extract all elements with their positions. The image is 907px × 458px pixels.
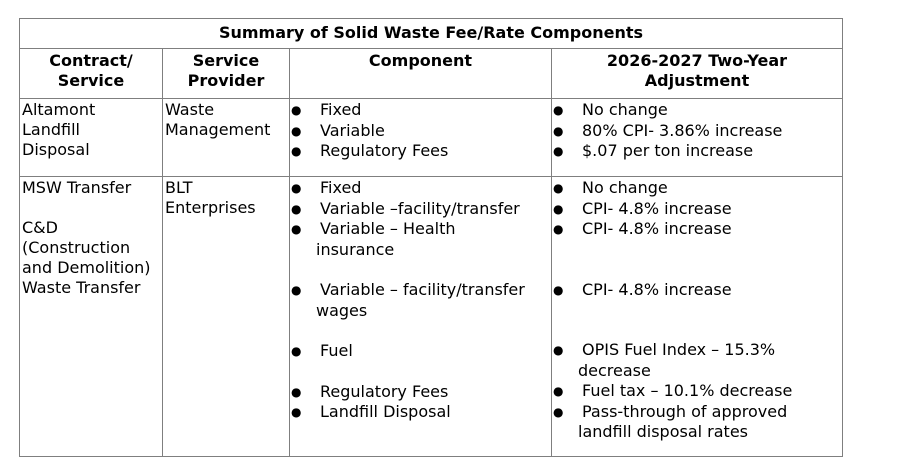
list-item: ● Variable – facility/transfer wages [291, 280, 525, 320]
contract-service-cell: Altamont Landfill Disposal [19, 98, 163, 177]
list-item: ● Pass-through of approved landfill dispos… [553, 401, 788, 442]
header-component: Component [289, 48, 552, 99]
bullet-icon: ● [291, 123, 302, 138]
service-provider-cell: Waste Management [162, 98, 290, 177]
bullet-icon: ● [291, 201, 302, 216]
component-cell: ● Fixed ● Variable ● Regulatory Fees [289, 98, 552, 177]
header-service-provider: Service Provider [162, 48, 290, 99]
bullet-icon: ● [291, 405, 302, 419]
list-item: ● No change [553, 100, 668, 119]
list-item: ● OPIS Fuel Index – 15.3% decrease [553, 340, 776, 380]
list-item: ● Fixed [291, 178, 362, 197]
list-item: ● Variable [291, 120, 385, 140]
bullet-icon: ● [553, 123, 564, 138]
document-page: Summary of Solid Waste Fee/Rate Componen… [19, 18, 843, 458]
header-adjustment: 2026-2027 Two-Year Adjustment [551, 48, 843, 99]
bullet-icon: ● [553, 222, 564, 236]
list-item: ● Fuel tax – 10.1% decrease [553, 381, 793, 400]
bullet-icon: ● [291, 144, 302, 158]
list-item: ● CPI- 4.8% increase [553, 279, 732, 299]
bullet-icon: ● [553, 181, 564, 195]
component-list: ● Fixed ● Variable –facility/transfer ● Var… [290, 177, 551, 423]
contract-service-cell: MSW Transfer C&D (Construction and Demol… [19, 176, 163, 457]
bullet-icon: ● [553, 343, 564, 357]
bullet-icon: ● [553, 404, 564, 419]
list-item: ● Fixed [291, 100, 362, 119]
component-list: ● Fixed ● Variable ● Regulatory Fees [290, 99, 551, 162]
bullet-icon: ● [553, 103, 564, 117]
adjustment-list: ● No change ● 80% CPI- 3.86% increase ● $.0… [552, 99, 842, 162]
fee-summary-table: Summary of Solid Waste Fee/Rate Componen… [19, 18, 843, 457]
table-row: Altamont Landfill Disposal Waste Managem… [19, 98, 843, 177]
bullet-icon: ● [553, 144, 564, 158]
adjustment-list: ● No change ● CPI- 4.8% increase ● CPI- 4.8… [552, 177, 842, 443]
bullet-icon: ● [553, 384, 564, 398]
bullet-icon: ● [291, 344, 302, 358]
list-item: ● $.07 per ton increase [553, 141, 754, 160]
bullet-icon: ● [553, 201, 564, 216]
list-item: ● Variable – Health insurance [291, 219, 456, 259]
service-provider-cell: BLT Enterprises [162, 176, 290, 457]
list-item: ● Regulatory Fees [291, 141, 449, 160]
header-row: Contract/ Service Service Provider Compo… [19, 48, 843, 99]
title-row: Summary of Solid Waste Fee/Rate Componen… [19, 18, 843, 49]
bullet-icon: ● [291, 181, 302, 195]
bullet-icon: ● [291, 103, 302, 117]
list-item: ● CPI- 4.8% increase [553, 198, 732, 218]
table-title: Summary of Solid Waste Fee/Rate Componen… [19, 18, 843, 49]
bullet-icon: ● [291, 222, 302, 236]
list-item: ● Variable –facility/transfer [291, 198, 520, 218]
header-contract-service: Contract/ Service [19, 48, 163, 99]
bullet-icon: ● [291, 283, 302, 297]
list-item: ● Regulatory Fees [291, 381, 449, 401]
list-item: ● CPI- 4.8% increase [553, 219, 732, 238]
adjustment-cell: ● No change ● 80% CPI- 3.86% increase ● $.0… [551, 98, 843, 177]
bullet-icon: ● [291, 384, 302, 399]
adjustment-cell: ● No change ● CPI- 4.8% increase ● CPI- 4.8… [551, 176, 843, 457]
list-item: ● Fuel [291, 341, 353, 360]
list-item: ● 80% CPI- 3.86% increase [553, 120, 783, 140]
bullet-icon: ● [553, 282, 564, 297]
list-item: ● No change [553, 178, 668, 197]
table-row: MSW Transfer C&D (Construction and Demol… [19, 176, 843, 457]
component-cell: ● Fixed ● Variable –facility/transfer ● Var… [289, 176, 552, 457]
list-item: ● Landfill Disposal [291, 402, 451, 421]
